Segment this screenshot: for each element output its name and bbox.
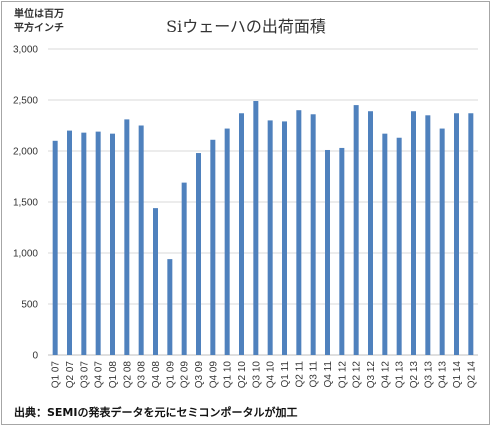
x-tick-label: Q4 07: [94, 361, 105, 389]
bar: [196, 153, 201, 355]
x-axis-tick-labels: Q1 07 Q2 07 Q3 07 Q4 07 Q1 08 Q2 08 Q3 08 Q4 08…: [51, 361, 478, 389]
bar: [411, 111, 416, 355]
bar: [52, 140, 58, 355]
x-tick-label: Q3 07: [79, 361, 90, 389]
bar: [267, 120, 273, 356]
x-tick-label: Q2 13: [409, 361, 420, 389]
bar: [210, 139, 216, 355]
x-tick-label: Q1 10: [223, 361, 234, 389]
bar: [310, 114, 316, 355]
x-tick-label: Q4 13: [438, 361, 449, 389]
x-tick-label: Q4 09: [208, 361, 219, 389]
bar: [425, 115, 431, 355]
bar: [95, 131, 101, 355]
bar: [396, 137, 402, 355]
x-tick-label: Q1 07: [51, 361, 62, 389]
bar: [67, 130, 72, 355]
x-tick-label: Q2 09: [180, 361, 191, 389]
unit-label-line2: 平方インチ: [14, 23, 64, 34]
bar: [325, 149, 330, 355]
x-tick-label: Q2 08: [122, 361, 133, 389]
x-tick-label: Q1 14: [452, 361, 463, 389]
bar: [339, 147, 345, 355]
y-tick-label: 1,500: [13, 198, 38, 209]
bar: [454, 113, 459, 355]
y-tick-label: 3,000: [13, 45, 38, 56]
bar: [253, 101, 259, 356]
bar: [81, 132, 87, 355]
bar: [153, 208, 158, 355]
x-tick-label: Q1 08: [108, 361, 119, 389]
bar: [239, 113, 244, 355]
bar: [468, 113, 474, 355]
bar: [138, 125, 144, 355]
x-tick-label: Q3 12: [366, 361, 377, 389]
source-note: 出典：SEMIの発表データを元にセミコンポータルが加工: [14, 406, 298, 419]
bar: [167, 259, 173, 355]
bars: [52, 101, 474, 356]
bar: [124, 119, 130, 355]
x-tick-label: Q3 11: [309, 361, 320, 388]
x-tick-label: Q1 13: [395, 361, 406, 389]
y-tick-label: 2,500: [13, 96, 38, 107]
x-tick-label: Q1 12: [337, 361, 348, 389]
x-tick-label: Q2 14: [466, 361, 477, 389]
y-tick-label: 2,000: [13, 147, 38, 158]
bar: [353, 105, 359, 355]
bar: [296, 110, 302, 355]
x-tick-label: Q1 11: [280, 361, 291, 388]
bar: [439, 128, 445, 355]
x-tick-label: Q3 08: [137, 361, 148, 389]
x-tick-label: Q4 11: [323, 361, 334, 388]
x-tick-label: Q3 09: [194, 361, 205, 389]
x-tick-label: Q3 13: [423, 361, 434, 389]
bar: [110, 133, 115, 355]
y-tick-label: 1,000: [13, 249, 38, 260]
y-axis-tick-labels: 0 500 1,000 1,500 2,000 2,500 3,000: [13, 45, 38, 362]
bar: [282, 121, 287, 355]
x-tick-label: Q2 10: [237, 361, 248, 389]
x-tick-label: Q1 09: [165, 361, 176, 389]
bar: [224, 128, 230, 355]
x-tick-label: Q2 07: [65, 361, 76, 389]
y-tick-label: 500: [21, 300, 38, 311]
x-tick-label: Q4 12: [380, 361, 391, 389]
x-tick-label: Q4 10: [266, 361, 277, 389]
x-tick-label: Q2 12: [352, 361, 363, 389]
unit-label-line1: 単位は百万: [14, 9, 64, 20]
chart-title: Siウェーハの出荷面積: [166, 17, 326, 36]
bar: [382, 133, 388, 355]
bar: [368, 111, 373, 355]
x-tick-label: Q4 08: [151, 361, 162, 389]
x-tick-label: Q3 10: [251, 361, 262, 389]
y-tick-label: 0: [32, 351, 38, 362]
bar: [181, 182, 187, 355]
unit-label: 単位は百万 平方インチ: [14, 8, 104, 36]
gridlines: [48, 48, 478, 356]
x-tick-label: Q2 11: [294, 361, 305, 388]
